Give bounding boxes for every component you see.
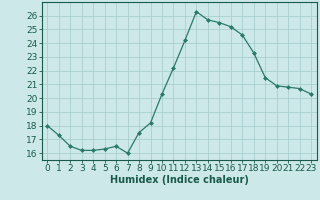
X-axis label: Humidex (Indice chaleur): Humidex (Indice chaleur)	[110, 175, 249, 185]
